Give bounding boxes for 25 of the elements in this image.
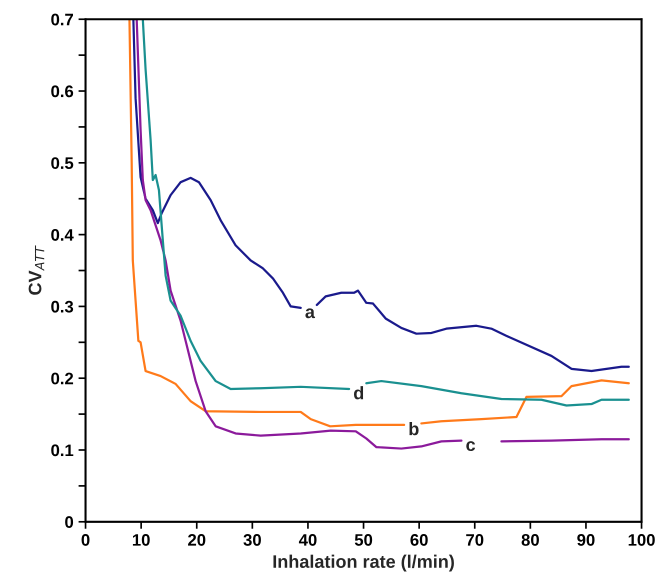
x-tick-label: 20	[188, 534, 206, 546]
y-tick-label: 0.7	[51, 14, 74, 26]
series-label: b	[409, 422, 419, 436]
y-tick-label: 0.2	[51, 372, 74, 384]
x-tick-label: 100	[628, 534, 655, 546]
x-tick-label: 70	[466, 534, 484, 546]
y-tick-label: 0.5	[51, 157, 74, 170]
y-tick-label: 0	[65, 516, 74, 528]
y-tick-label: 0.4	[51, 229, 74, 241]
series-label: a	[305, 308, 316, 318]
x-tick-label: 30	[243, 534, 261, 546]
x-tick-label: 0	[82, 534, 90, 546]
y-tick-label: 0.6	[51, 85, 74, 98]
x-tick-label: 40	[298, 534, 317, 546]
x-tick-label: 60	[410, 534, 428, 546]
x-axis-title: Inhalation rate (l/min)	[273, 554, 454, 572]
series-label: c	[466, 441, 476, 452]
x-tick-label: 50	[354, 534, 372, 546]
y-axis-title: CV$_{ATT}$	[28, 245, 44, 295]
series-label: d	[354, 386, 364, 400]
x-tick-label: 80	[522, 534, 539, 546]
x-tick-label: 10	[132, 534, 150, 546]
x-tick-label: 90	[577, 534, 595, 546]
y-tick-label: 0.3	[51, 300, 74, 313]
y-tick-label: 0.1	[51, 444, 74, 456]
